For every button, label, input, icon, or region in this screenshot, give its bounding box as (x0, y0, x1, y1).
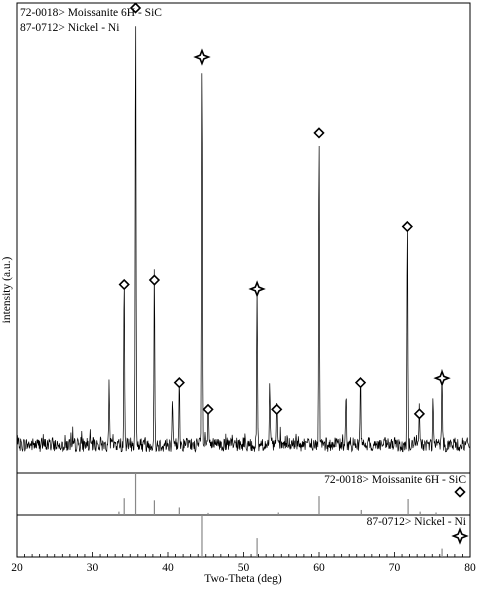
xrd-intensity-line (16, 26, 471, 453)
sic-peak-marker (413, 408, 426, 420)
sic-reference-label: 72-0018> Moissanite 6H - SiC (324, 474, 466, 486)
sic-peak-marker (354, 377, 367, 389)
sic-peak-marker (148, 274, 161, 286)
sic-peak-marker (313, 127, 325, 139)
peak-marker-layer (118, 2, 469, 545)
x-axis-tick-label: 80 (464, 562, 476, 574)
x-axis-tick-label: 30 (87, 562, 99, 574)
x-axis-tick-layer: 20 30 40 50 60 70 80 (11, 552, 476, 574)
x-axis-tick-label: 70 (389, 562, 401, 574)
ni-reference-label: 87-0712> Nickel - Ni (367, 516, 466, 528)
ni-peak-marker (248, 280, 266, 298)
ni-reference-marker (451, 527, 469, 545)
sic-peak-marker (129, 2, 142, 14)
sic-peak-marker (118, 278, 130, 291)
sic-peak-marker (401, 220, 413, 233)
x-axis-title: Two-Theta (deg) (204, 573, 282, 585)
x-axis-tick-label: 20 (11, 562, 23, 574)
legend: 72-0018> Moissanite 6H - SiC 87-0712> Ni… (20, 7, 162, 34)
ni-peak-marker (433, 369, 451, 387)
legend-entry-ni: 87-0712> Nickel - Ni (20, 22, 119, 34)
ni-peak-marker (193, 48, 211, 66)
x-axis-tick-label: 50 (238, 562, 250, 574)
x-axis-tick-label: 40 (162, 562, 174, 574)
legend-entry-sic: 72-0018> Moissanite 6H - SiC (20, 7, 162, 19)
sic-peak-marker (202, 403, 214, 416)
x-axis-tick-label: 60 (313, 562, 325, 574)
sic-peak-marker (271, 403, 283, 416)
y-axis-title: intensity (a.u.) (1, 256, 13, 323)
sic-reference-marker (454, 486, 466, 498)
reference-line-layer (118, 473, 443, 557)
sic-peak-marker (173, 377, 185, 389)
spectrum-layer (16, 26, 471, 453)
main-plot-frame (16, 2, 471, 474)
